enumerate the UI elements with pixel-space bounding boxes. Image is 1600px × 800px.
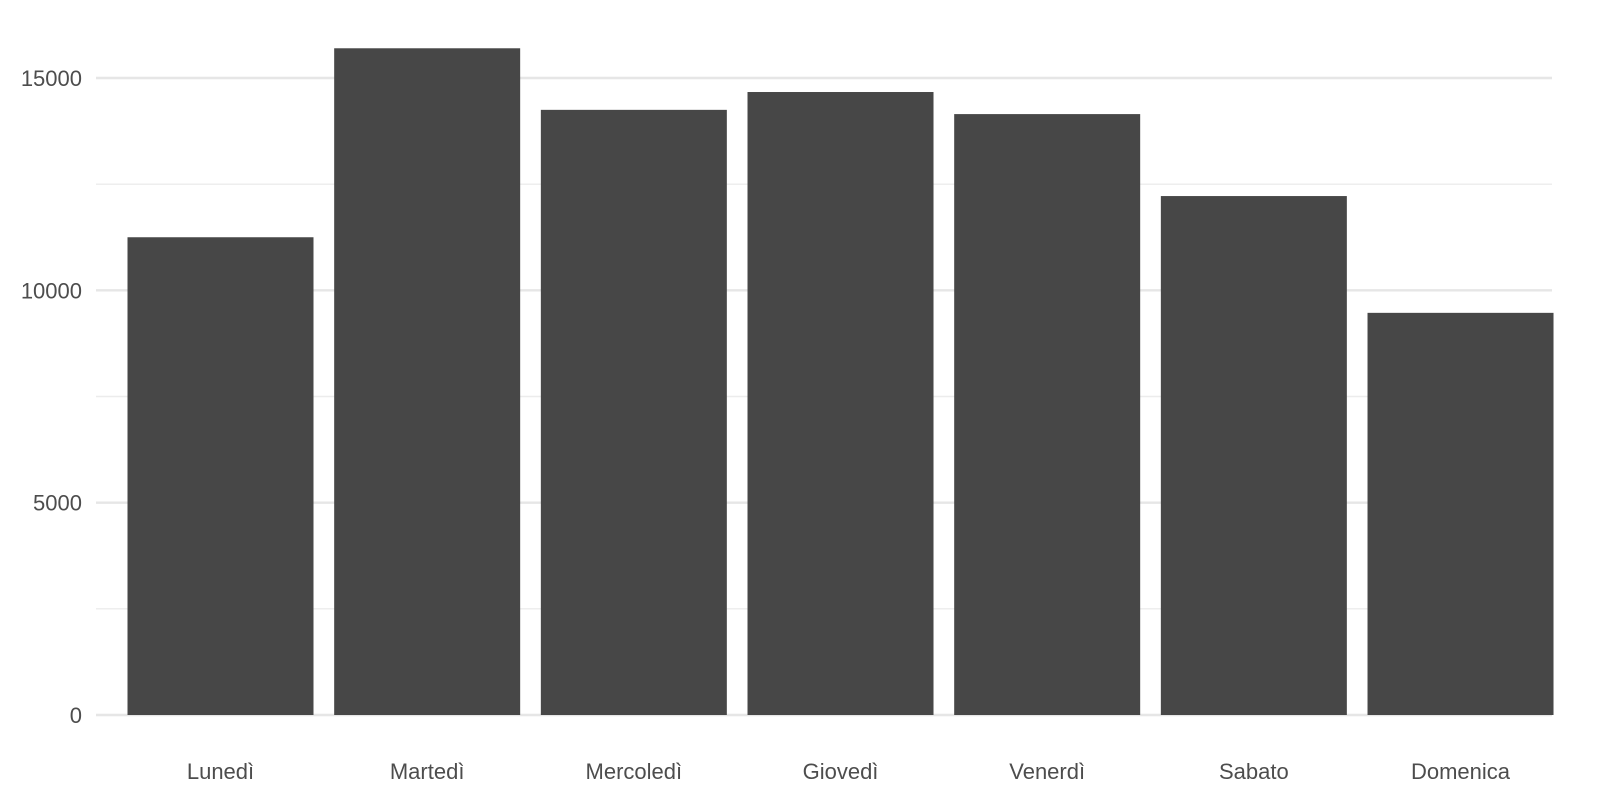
y-tick-label: 15000 (21, 66, 82, 91)
bars-layer (127, 48, 1554, 716)
x-axis: Lunedì Martedì Mercoledì Giovedì Venerdì Saba… (187, 759, 1511, 784)
bar-gioved (747, 92, 934, 716)
x-tick-label: Mercoledì (586, 759, 683, 784)
y-tick-label: 0 (70, 703, 82, 728)
bar-luned (127, 237, 314, 715)
bar-marted (334, 48, 521, 716)
bar-sabato (1160, 196, 1347, 716)
bar-mercoled (540, 109, 727, 716)
x-tick-label: Sabato (1219, 759, 1289, 784)
y-tick-label: 10000 (21, 278, 82, 303)
x-tick-label: Venerdì (1009, 759, 1085, 784)
bar-venerd (954, 114, 1141, 715)
bar-domenica (1367, 312, 1554, 715)
x-tick-label: Domenica (1411, 759, 1511, 784)
x-tick-label: Martedì (390, 759, 465, 784)
x-tick-label: Lunedì (187, 759, 254, 784)
y-tick-label: 5000 (33, 491, 82, 516)
y-axis: 0 5000 10000 15000 (21, 66, 82, 728)
x-tick-label: Giovedì (803, 759, 879, 784)
